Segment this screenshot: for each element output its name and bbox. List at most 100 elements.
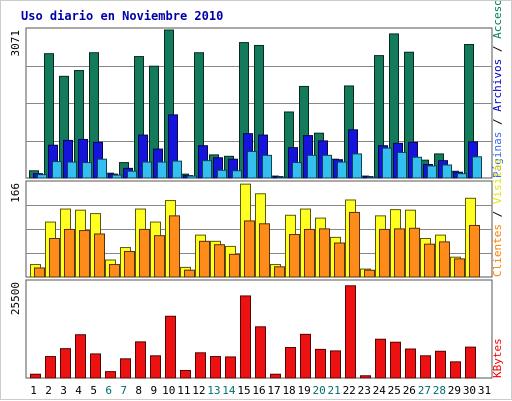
x-tick-label: 13 xyxy=(207,384,220,397)
x-tick-label: 28 xyxy=(433,384,446,397)
x-axis-ticks: 1 2 3 4 5 6 7 8 9 10 11 12 13 14 15 16 17 18 19 20 21 22 23 24 2… xyxy=(30,384,491,397)
x-tick-label: 6 xyxy=(105,384,112,397)
legend-entry: Páginas xyxy=(491,132,504,178)
legend-entry: Visitas xyxy=(491,158,504,204)
bar xyxy=(34,267,45,278)
bar xyxy=(289,234,300,278)
x-tick-label: 31 xyxy=(478,384,491,397)
bar xyxy=(60,348,71,379)
bar xyxy=(139,228,150,278)
bar xyxy=(187,175,197,179)
panel-hits: 3071 Páginas / Archivos / Accesos xyxy=(9,1,504,179)
bar xyxy=(367,176,377,179)
bar xyxy=(214,244,225,278)
x-tick-label: 10 xyxy=(162,384,175,397)
legend-entry: Accesos xyxy=(491,1,504,39)
y-max-label: 166 xyxy=(9,183,22,203)
bar xyxy=(435,350,446,379)
x-tick-label: 18 xyxy=(282,384,295,397)
series-pginas xyxy=(37,147,482,179)
x-tick-label: 11 xyxy=(177,384,190,397)
bar xyxy=(184,269,195,278)
bar xyxy=(30,373,41,379)
bar xyxy=(154,235,165,278)
bar xyxy=(82,162,92,179)
bar xyxy=(240,295,251,379)
bar xyxy=(334,242,345,278)
series-clientes xyxy=(34,211,480,278)
x-tick-label: 12 xyxy=(192,384,205,397)
bar xyxy=(135,341,146,379)
x-tick-label: 15 xyxy=(237,384,250,397)
bar xyxy=(307,154,317,179)
bar xyxy=(382,147,392,179)
bar xyxy=(165,315,176,379)
x-tick-label: 21 xyxy=(328,384,341,397)
series-kbytes xyxy=(30,285,476,379)
bar xyxy=(322,154,332,179)
bar xyxy=(349,211,360,278)
bar xyxy=(424,243,435,278)
x-tick-label: 1 xyxy=(30,384,37,397)
x-tick-label: 7 xyxy=(120,384,127,397)
bar xyxy=(457,173,467,179)
bar xyxy=(315,348,326,379)
legend-entry: KBytes xyxy=(491,338,504,378)
bar xyxy=(202,160,212,179)
bar xyxy=(244,220,255,278)
bar xyxy=(364,269,375,278)
bar xyxy=(259,223,270,278)
x-tick-label: 27 xyxy=(418,384,431,397)
bar xyxy=(472,156,482,179)
bar xyxy=(105,371,116,379)
panel-kbytes: 25500 KBytes xyxy=(9,279,504,379)
x-tick-label: 25 xyxy=(388,384,401,397)
bar xyxy=(262,154,272,179)
bar xyxy=(127,170,137,179)
y-max-label: 3071 xyxy=(9,30,22,57)
bar xyxy=(420,355,431,379)
bar xyxy=(274,266,285,278)
bar xyxy=(319,228,330,278)
x-tick-label: 19 xyxy=(297,384,310,397)
bar xyxy=(52,161,62,179)
x-tick-label: 16 xyxy=(252,384,265,397)
bar xyxy=(397,151,407,179)
side-legend-visits: Clientes / Visitas xyxy=(491,158,504,277)
bar xyxy=(375,338,386,379)
bar xyxy=(49,237,60,278)
x-tick-label: 23 xyxy=(358,384,371,397)
bar xyxy=(409,227,420,278)
legend-entry: Clientes xyxy=(491,224,504,277)
bar xyxy=(120,358,131,379)
bar xyxy=(97,158,107,179)
y-max-label: 25500 xyxy=(9,282,22,315)
bar xyxy=(169,215,180,278)
bar xyxy=(439,241,450,278)
bar xyxy=(75,334,86,379)
x-tick-label: 14 xyxy=(222,384,236,397)
bar xyxy=(225,356,236,379)
panel-visits: 166 Clientes / Visitas xyxy=(9,158,504,278)
bar xyxy=(390,341,401,379)
bar xyxy=(157,161,167,179)
bar xyxy=(469,224,480,278)
bar xyxy=(217,169,227,179)
bar xyxy=(37,174,47,179)
bar xyxy=(394,228,405,278)
chart-title: Uso diario en Noviembre 2010 xyxy=(21,9,223,23)
bar xyxy=(304,228,315,278)
side-legend-kbytes: KBytes xyxy=(491,338,504,378)
bar xyxy=(45,356,56,379)
x-tick-label: 30 xyxy=(463,384,476,397)
x-tick-label: 20 xyxy=(313,384,326,397)
bar xyxy=(195,352,206,379)
bar xyxy=(247,150,257,179)
chart-panels: 3071 Páginas / Archivos / Accesos 166 Clien… xyxy=(9,1,504,379)
bar xyxy=(210,356,221,379)
legend-entry: / xyxy=(491,204,504,224)
bar xyxy=(277,176,287,179)
x-tick-label: 24 xyxy=(373,384,387,397)
